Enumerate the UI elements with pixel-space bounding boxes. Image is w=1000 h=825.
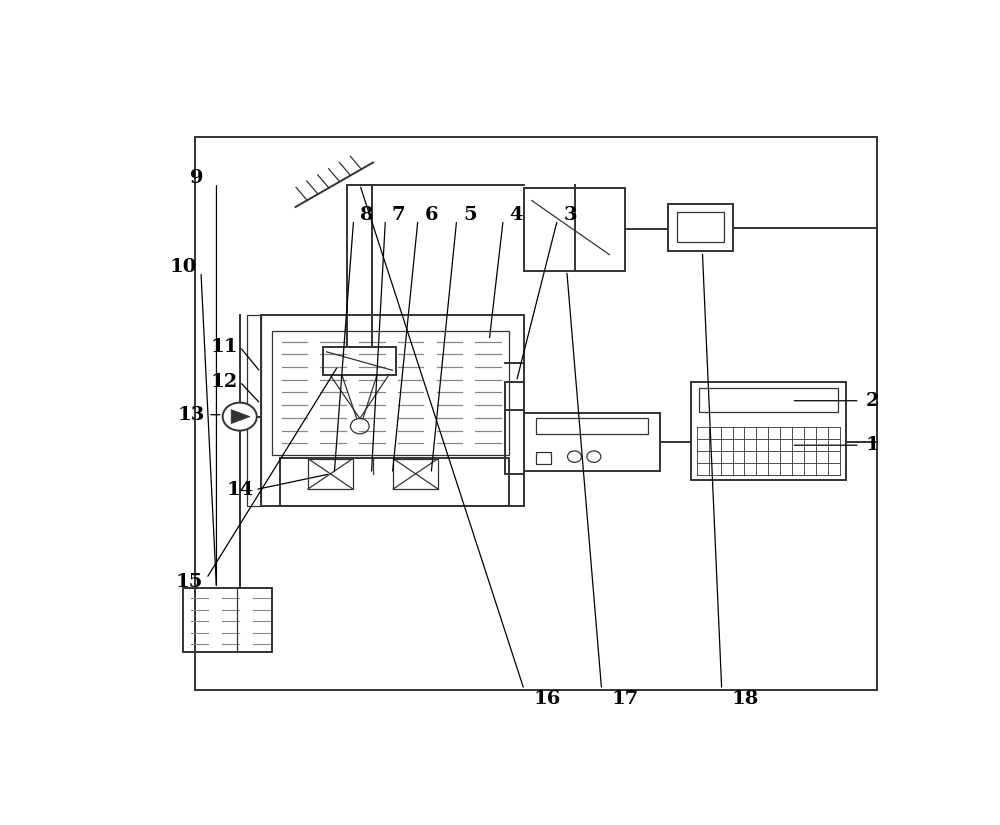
Text: 2: 2 xyxy=(866,392,880,410)
Text: 1: 1 xyxy=(866,436,880,455)
Text: 3: 3 xyxy=(564,205,577,224)
Bar xyxy=(691,382,846,480)
Bar xyxy=(524,188,625,271)
Text: 18: 18 xyxy=(731,691,759,709)
Text: 9: 9 xyxy=(190,169,203,187)
Bar xyxy=(698,388,838,412)
Text: 4: 4 xyxy=(510,205,523,224)
Text: 14: 14 xyxy=(226,481,253,498)
Text: 16: 16 xyxy=(534,691,561,709)
Text: 6: 6 xyxy=(424,205,438,224)
Bar xyxy=(668,204,733,252)
Bar xyxy=(347,185,372,346)
Text: 15: 15 xyxy=(176,573,203,591)
Text: 17: 17 xyxy=(611,691,639,709)
Text: 11: 11 xyxy=(210,337,238,356)
Bar xyxy=(505,382,524,474)
Bar xyxy=(677,212,724,242)
Bar xyxy=(536,451,551,464)
Text: 12: 12 xyxy=(211,373,238,391)
Bar xyxy=(536,418,648,434)
Text: 5: 5 xyxy=(463,205,477,224)
Bar xyxy=(393,459,438,489)
Text: 7: 7 xyxy=(392,205,405,224)
Bar xyxy=(195,137,877,690)
Bar xyxy=(524,413,660,470)
Bar xyxy=(323,346,396,375)
Bar xyxy=(280,458,509,506)
Polygon shape xyxy=(231,410,250,423)
Bar xyxy=(261,315,524,506)
Bar xyxy=(183,588,272,652)
Bar xyxy=(247,315,261,506)
Circle shape xyxy=(223,403,257,431)
Text: 8: 8 xyxy=(360,205,374,224)
Bar xyxy=(308,459,353,489)
Text: 13: 13 xyxy=(177,406,205,424)
Bar xyxy=(272,331,509,455)
Text: 10: 10 xyxy=(170,258,197,276)
